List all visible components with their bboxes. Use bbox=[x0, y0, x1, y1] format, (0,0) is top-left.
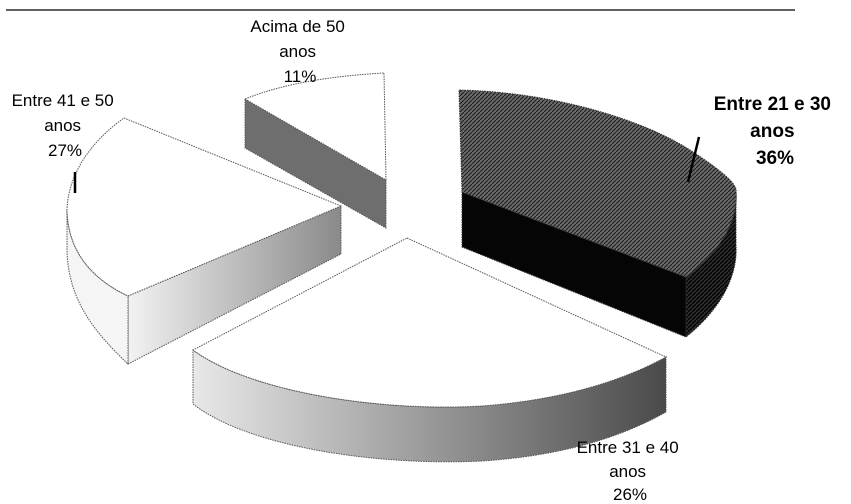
label-31-40-line2: anos bbox=[609, 462, 646, 481]
slice-41-50-side-inner bbox=[127, 205, 342, 365]
label-acima-50-pct: 11% bbox=[284, 67, 317, 86]
pie-slice-31-40 bbox=[192, 237, 668, 463]
slice-21-30-top bbox=[458, 89, 737, 278]
slice-21-30-side-front bbox=[461, 191, 687, 338]
label-21-30-line2: anos bbox=[750, 121, 794, 142]
label-41-50-line2: anos bbox=[44, 116, 81, 135]
slice-31-40-top bbox=[192, 237, 668, 408]
label-21-30-line1: Entre 21 e 30 bbox=[714, 94, 831, 115]
label-acima-50-line1: Acima de 50 bbox=[250, 17, 345, 36]
pie-slice-acima-50 bbox=[243, 72, 387, 229]
slice-acima-50-top bbox=[243, 72, 387, 181]
label-31-40-pct: 26% bbox=[613, 485, 647, 504]
pie-slice-41-50 bbox=[66, 117, 343, 366]
slice-41-50-top bbox=[66, 117, 343, 297]
label-21-30-pct: 36% bbox=[756, 148, 794, 169]
svg-text:Acima de 50 anos 11%: Acima de 50 anos 11% bbox=[250, 17, 349, 86]
leader-line-21-30 bbox=[686, 136, 701, 183]
label-41-50-line1: Entre 41 e 50 bbox=[12, 91, 114, 110]
svg-text:Entre 31 e 40 anos 26%: Entre 31 e 40 anos 26% bbox=[577, 438, 684, 504]
svg-text:Entre 21 e 30 anos 36%: Entre 21 e 30 anos 36% bbox=[714, 94, 837, 169]
pie-slice-21-30 bbox=[458, 89, 737, 339]
svg-text:Entre 41 e 50 anos 27%: Entre 41 e 50 anos 27% bbox=[12, 91, 119, 160]
label-41-50-pct: 27% bbox=[48, 141, 82, 160]
label-acima-50-line2: anos bbox=[279, 42, 316, 61]
label-31-40-line1: Entre 31 e 40 bbox=[577, 438, 679, 457]
